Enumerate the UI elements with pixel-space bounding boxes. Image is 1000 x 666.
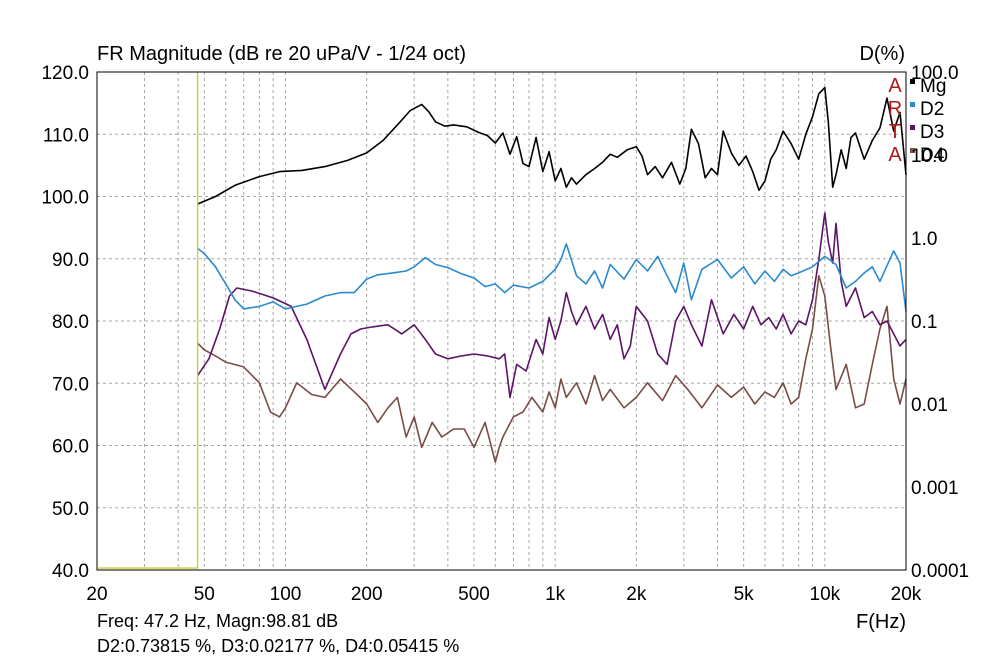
legend-swatch-d3 (910, 125, 915, 130)
grid-lines (97, 72, 906, 570)
y2-tick-label: 1.0 (911, 229, 937, 250)
legend-label-d3: D3 (920, 122, 944, 143)
x-tick-label: 2k (626, 584, 647, 605)
y-tick-label: 90.0 (52, 250, 89, 271)
plot-frame (96, 71, 907, 571)
series-line-d3 (196, 212, 907, 399)
legend-label-mg: Mg (920, 76, 946, 97)
chart-title: FR Magnitude (dB re 20 uPa/V - 1/24 oct) (97, 43, 466, 65)
legend-swatch-d2 (910, 102, 915, 107)
legend-label-d4: D4 (920, 145, 945, 166)
cursor-readout-freq: Freq: 47.2 Hz, Magn:98.81 dB (97, 611, 339, 631)
y-tick-label: 120.0 (41, 63, 89, 84)
y-tick-label: 50.0 (52, 499, 89, 520)
cursor-readout-distortion: D2:0.73815 %, D3:0.02177 %, D4:0.05415 % (97, 636, 460, 656)
x-tick-label: 50 (194, 584, 215, 605)
y-tick-label: 100.0 (41, 188, 89, 209)
x-tick-label: 5k (734, 584, 755, 605)
y-tick-label: 60.0 (52, 437, 89, 458)
y-tick-label: 40.0 (52, 561, 89, 582)
plot-area (196, 86, 907, 463)
x-tick-label: 20k (891, 584, 922, 605)
watermark-letter: A (888, 75, 902, 97)
cursor-line (98, 72, 199, 569)
y-tick-label: 70.0 (52, 374, 89, 395)
x-tick-label: 500 (458, 584, 490, 605)
watermark-letter: R (888, 98, 902, 120)
x-tick-label: 20 (86, 584, 107, 605)
x-axis-title: F(Hz) (856, 611, 906, 633)
x-tick-label: 100 (270, 584, 302, 605)
x-tick-label: 1k (545, 584, 566, 605)
series-line-d2 (197, 243, 907, 312)
legend-swatch-d4 (910, 148, 915, 153)
x-tick-label: 10k (810, 584, 841, 605)
y2-tick-label: 0.0001 (911, 561, 969, 582)
watermark-letter: T (889, 121, 901, 143)
right-axis-title: D(%) (859, 43, 905, 65)
legend-swatch-mg (910, 79, 915, 84)
axis-labels: 120.0 110.0 100.0 90.0 80.0 70.0 60.0 50.0 40.0 1… (41, 63, 969, 605)
x-tick-label: 200 (351, 584, 383, 605)
y2-tick-label: 100.0 (911, 63, 959, 84)
series-line-d4 (197, 274, 907, 463)
legend-label-d2: D2 (920, 99, 944, 120)
y2-tick-label: 0.001 (911, 478, 959, 499)
series-line-mg (197, 86, 907, 205)
y2-tick-label: 0.01 (911, 395, 948, 416)
y-tick-label: 110.0 (43, 125, 89, 146)
watermark-letter: A (888, 144, 902, 166)
y-tick-label: 80.0 (52, 312, 89, 333)
y2-tick-label: 10.0 (911, 146, 948, 167)
y2-tick-label: 0.1 (911, 312, 937, 333)
